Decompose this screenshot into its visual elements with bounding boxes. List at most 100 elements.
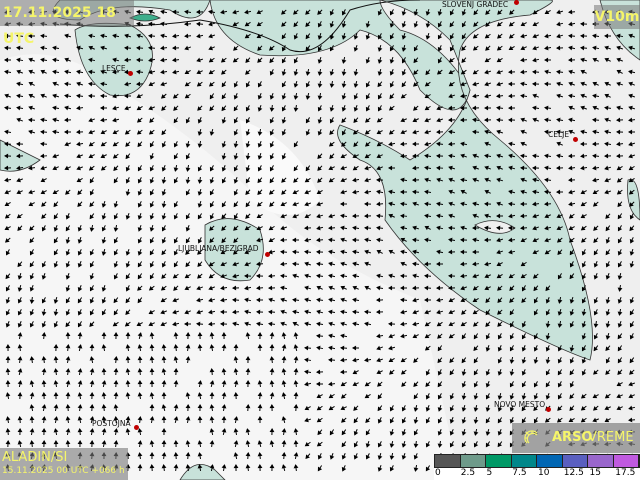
wind-arrow: [532, 57, 540, 63]
wind-arrow: [161, 380, 167, 388]
wind-arrow: [65, 249, 71, 256]
wind-arrow: [269, 153, 275, 160]
wind-arrow: [317, 32, 323, 40]
wind-arrow: [473, 345, 479, 352]
wind-arrow: [4, 153, 12, 159]
wind-arrow: [280, 213, 287, 219]
wind-arrow: [305, 9, 311, 15]
wind-arrow: [89, 201, 95, 208]
wind-arrow: [149, 440, 155, 448]
wind-arrow: [281, 464, 287, 472]
wind-arrow: [244, 261, 251, 267]
wind-arrow: [113, 380, 119, 388]
legend-label: 7.5: [512, 468, 527, 478]
wind-arrow: [233, 225, 239, 231]
wind-arrow: [365, 440, 371, 448]
wind-arrow: [233, 45, 239, 51]
wind-arrow: [532, 81, 540, 87]
wind-arrow: [557, 296, 563, 304]
wind-arrow: [508, 21, 515, 27]
wind-arrow: [173, 380, 179, 388]
wind-arrow: [89, 297, 95, 304]
wind-arrow: [425, 32, 431, 40]
wind-arrow: [233, 416, 239, 424]
wind-arrow: [197, 416, 203, 424]
wind-arrow: [556, 69, 564, 75]
wind-arrow: [5, 285, 11, 292]
wind-arrow: [532, 33, 539, 39]
wind-arrow: [377, 441, 383, 448]
city-label: SLOVENJ GRADEC: [442, 0, 509, 9]
wind-arrow: [497, 297, 503, 304]
wind-arrow: [4, 189, 11, 195]
wind-arrow: [484, 213, 491, 219]
wind-arrow: [257, 57, 263, 63]
wind-arrow: [305, 117, 311, 124]
wind-arrow: [449, 45, 455, 52]
wind-arrow: [520, 261, 527, 267]
wind-arrow: [509, 393, 515, 400]
wind-arrow: [281, 344, 287, 352]
wind-arrow: [220, 273, 227, 279]
wind-arrow: [629, 369, 635, 375]
wind-arrow: [496, 129, 503, 135]
wind-arrow: [545, 393, 551, 400]
wind-arrow: [400, 309, 408, 315]
wind-arrow: [629, 333, 635, 340]
wind-arrow: [208, 297, 216, 303]
wind-arrow: [172, 57, 180, 63]
wind-arrow: [568, 201, 576, 207]
wind-arrow: [29, 404, 35, 412]
wind-arrow: [101, 225, 107, 232]
wind-arrow: [496, 201, 503, 207]
wind-arrow: [532, 153, 540, 159]
wind-arrow: [4, 165, 12, 171]
wind-arrow: [281, 416, 287, 424]
wind-arrow: [293, 9, 299, 15]
wind-arrow: [533, 417, 539, 424]
wind-arrow: [388, 273, 396, 279]
wind-arrow: [592, 45, 600, 51]
wind-arrow: [28, 57, 35, 63]
wind-arrow: [353, 441, 359, 448]
wind-arrow: [269, 368, 275, 376]
wind-arrow: [221, 428, 227, 436]
wind-arrow: [545, 356, 551, 364]
wind-arrow: [53, 261, 59, 268]
wind-arrow: [341, 465, 347, 472]
wind-arrow: [569, 296, 575, 304]
wind-arrow: [149, 237, 155, 244]
wind-arrow: [257, 380, 263, 388]
wind-arrow: [268, 237, 275, 243]
wind-arrow: [137, 440, 143, 448]
city-marker: [128, 71, 133, 76]
wind-arrow: [317, 153, 323, 159]
wind-arrow: [328, 297, 336, 303]
wind-arrow: [125, 356, 131, 364]
city-marker: [265, 252, 270, 257]
wind-arrow: [580, 393, 587, 399]
wind-arrow: [161, 225, 167, 232]
wind-arrow: [292, 261, 300, 267]
wind-arrow: [89, 273, 95, 280]
wind-arrow: [113, 404, 119, 412]
wind-arrow: [376, 285, 384, 291]
wind-arrow: [185, 261, 191, 268]
wind-arrow: [557, 405, 563, 411]
wind-arrow: [29, 296, 35, 304]
wind-arrow: [472, 309, 479, 315]
wind-arrow: [568, 81, 575, 87]
wind-arrow: [317, 129, 323, 136]
wind-arrow: [616, 33, 624, 39]
wind-arrow: [173, 153, 179, 160]
wind-arrow: [137, 273, 143, 280]
wind-arrow: [628, 165, 635, 171]
wind-arrow: [64, 165, 71, 171]
wind-arrow: [5, 416, 11, 424]
wind-arrow: [617, 345, 623, 352]
wind-arrow: [304, 213, 311, 219]
wind-arrow: [112, 105, 120, 111]
wind-arrow: [377, 417, 383, 424]
wind-arrow: [616, 57, 623, 63]
wind-arrow: [88, 45, 95, 51]
